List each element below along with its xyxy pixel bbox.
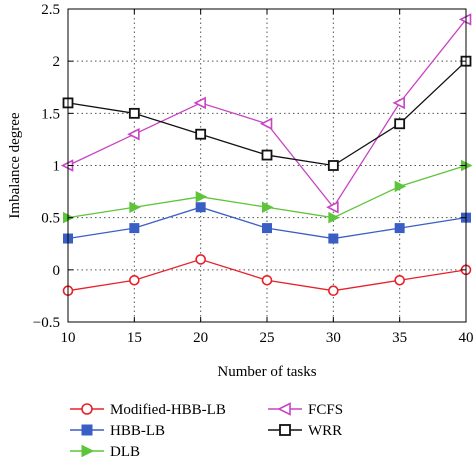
series-dlb (63, 159, 473, 224)
data-point-fcfs (127, 127, 140, 141)
data-point-wrr (394, 118, 406, 130)
legend-marker (277, 402, 291, 416)
legend-item-dlb: DLB (70, 444, 140, 460)
y-tick-label: 2 (53, 54, 61, 70)
series-wrr (62, 55, 472, 171)
data-point-wrr (128, 107, 140, 119)
x-tick-label: 20 (193, 330, 208, 346)
legend-label: DLB (110, 444, 140, 460)
data-point-wrr (261, 149, 273, 161)
x-tick-label: 10 (61, 330, 76, 346)
data-point-hbb-lb (129, 223, 140, 234)
legend-item-hbb-lb: HBB-LB (70, 423, 165, 439)
x-tick-label: 35 (392, 330, 407, 346)
data-point-fcfs (326, 200, 339, 214)
data-point-dlb (195, 191, 208, 203)
data-point-modified-hbb-lb (195, 254, 206, 265)
y-tick-label: 1.5 (41, 106, 60, 122)
data-point-hbb-lb (195, 202, 206, 213)
legend-label: FCFS (308, 402, 343, 418)
data-point-hbb-lb (262, 223, 272, 234)
legend-item-modified-hbb-lb: Modified-HBB-LB (70, 402, 226, 418)
legend-label: HBB-LB (110, 423, 165, 439)
legend-marker (81, 424, 93, 436)
data-point-fcfs (392, 96, 405, 110)
x-tick-label: 15 (127, 330, 142, 346)
data-point-modified-hbb-lb (129, 274, 140, 286)
data-point-modified-hbb-lb (394, 274, 405, 286)
data-point-modified-hbb-lb (328, 285, 339, 297)
data-point-modified-hbb-lb (261, 274, 273, 286)
legend-item-fcfs: FCFS (268, 402, 343, 418)
y-axis-title: Imbalance degree (7, 112, 23, 219)
data-point-hbb-lb (328, 233, 339, 244)
x-tick-label: 40 (459, 330, 474, 346)
data-point-dlb (328, 211, 340, 224)
data-point-dlb (129, 201, 141, 213)
legend-marker (279, 424, 291, 436)
axis-ticks: 2.5 2 1.5 1 0.5 0 −0.510 15 20 25 30 35 40 (33, 2, 474, 346)
y-tick-label: 0 (53, 263, 61, 279)
data-point-hbb-lb (394, 223, 405, 234)
y-tick-label: 0.5 (41, 211, 60, 227)
data-point-dlb (262, 201, 274, 213)
legend-item-wrr: WRR (268, 423, 342, 439)
x-tick-label: 30 (326, 330, 341, 346)
data-point-fcfs (193, 96, 206, 110)
x-tick-label: 25 (260, 330, 275, 346)
grid-lines (68, 9, 466, 322)
legend-label: WRR (308, 423, 342, 439)
series-layer (60, 13, 473, 297)
legend-marker (81, 444, 95, 458)
legend-label: Modified-HBB-LB (110, 402, 226, 418)
legend: Modified-HBB-LB HBB-LB DLB FCFS WRR (70, 402, 343, 460)
series-fcfs (60, 13, 472, 214)
data-point-wrr (195, 128, 207, 140)
y-tick-label: 1 (53, 159, 61, 175)
y-tick-label: −0.5 (33, 315, 60, 331)
legend-marker (81, 403, 93, 415)
data-point-wrr (327, 160, 339, 171)
y-tick-label: 2.5 (41, 2, 60, 18)
data-point-fcfs (259, 117, 273, 131)
x-axis-title: Number of tasks (217, 364, 316, 380)
data-point-dlb (394, 180, 407, 193)
